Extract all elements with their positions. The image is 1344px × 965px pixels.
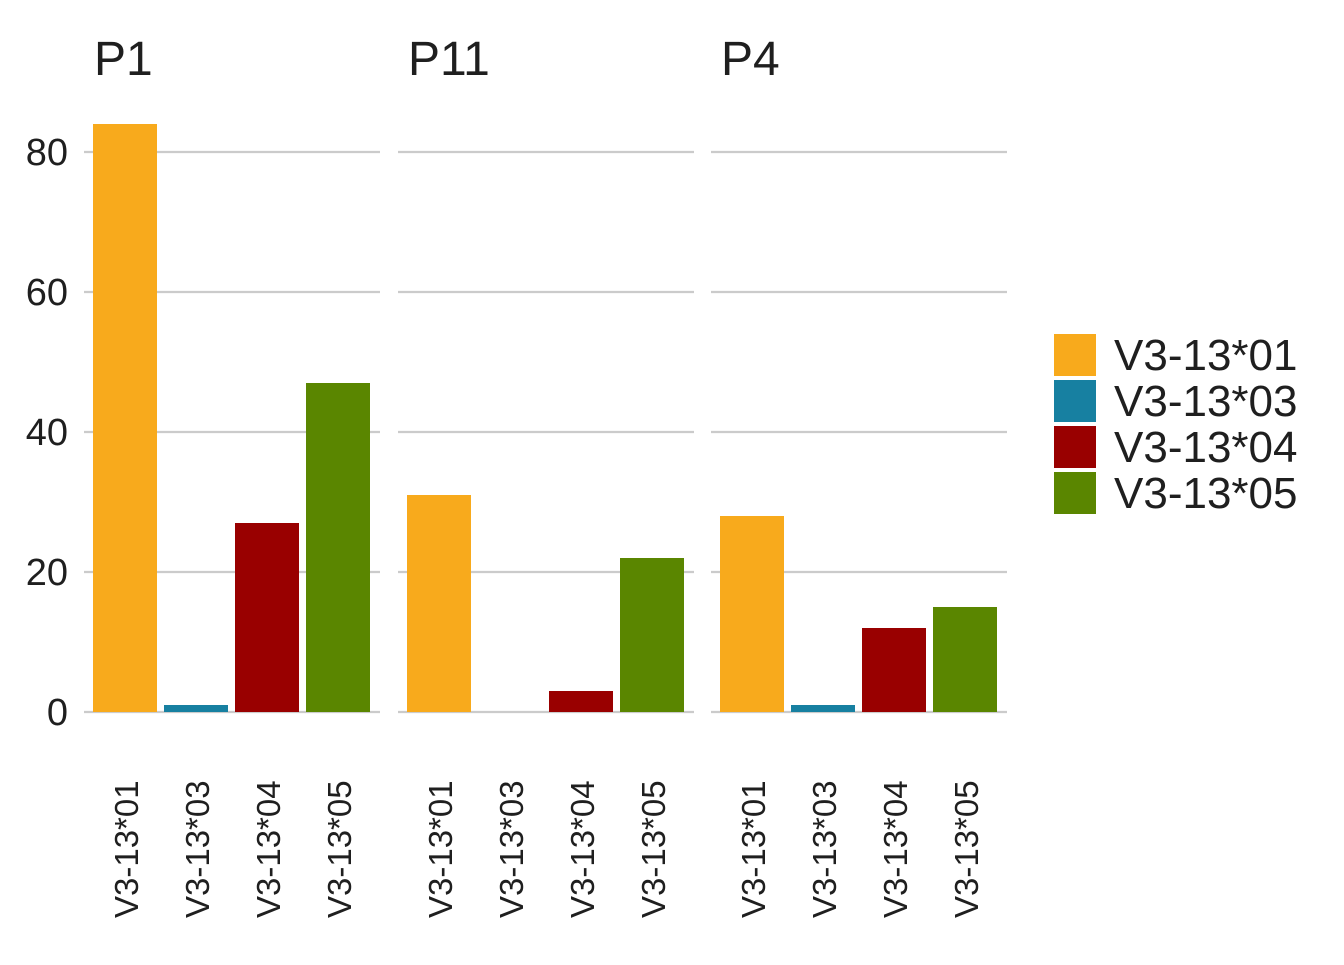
facet-title: P11 [408, 33, 490, 86]
legend-label: V3-13*05 [1114, 469, 1297, 518]
x-tick-label: V3-13*03 [806, 780, 843, 918]
bar [407, 495, 471, 712]
legend-swatch [1054, 472, 1096, 514]
panels: P1 V3-13*01 V3-13*03 V3-13*04 V3-13*05 P11 V3-… [84, 33, 1007, 918]
y-tick-label: 60 [26, 272, 68, 314]
y-tick-label: 80 [26, 132, 68, 174]
bar [549, 691, 613, 712]
bar [620, 558, 684, 712]
x-tick-label: V3-13*04 [564, 780, 601, 918]
legend-label: V3-13*03 [1114, 377, 1297, 426]
bar [862, 628, 926, 712]
bar [791, 705, 855, 712]
x-tick-label: V3-13*03 [493, 780, 530, 918]
panel-p1: P1 V3-13*01 V3-13*03 V3-13*04 V3-13*05 [84, 33, 380, 918]
x-tick-label: V3-13*04 [250, 780, 287, 918]
x-tick-label: V3-13*04 [877, 780, 914, 918]
bar [720, 516, 784, 712]
legend-swatch [1054, 380, 1096, 422]
facet-title: P4 [721, 33, 780, 86]
x-tick-label: V3-13*05 [321, 780, 358, 918]
x-tick-label: V3-13*01 [735, 780, 772, 918]
legend-swatch [1054, 426, 1096, 468]
panel-p4: P4 V3-13*01 V3-13*03 V3-13*04 V3-13*05 [711, 33, 1007, 918]
bar [93, 124, 157, 712]
y-tick-label: 40 [26, 412, 68, 454]
y-tick-label: 0 [47, 692, 68, 734]
legend-label: V3-13*01 [1114, 331, 1297, 380]
bar [235, 523, 299, 712]
facet-title: P1 [94, 33, 153, 86]
bar [306, 383, 370, 712]
x-tick-label: V3-13*01 [108, 780, 145, 918]
x-tick-label: V3-13*05 [635, 780, 672, 918]
y-tick-label: 20 [26, 552, 68, 594]
x-tick-label: V3-13*01 [422, 780, 459, 918]
x-tick-label: V3-13*03 [179, 780, 216, 918]
legend-swatch [1054, 334, 1096, 376]
bar [933, 607, 997, 712]
x-tick-label: V3-13*05 [948, 780, 985, 918]
panel-p11: P11 V3-13*01 V3-13*03 V3-13*04 V3-13*05 [398, 33, 694, 918]
y-axis: 0 20 40 60 80 [26, 132, 68, 734]
bar [164, 705, 228, 712]
legend-label: V3-13*04 [1114, 423, 1297, 472]
